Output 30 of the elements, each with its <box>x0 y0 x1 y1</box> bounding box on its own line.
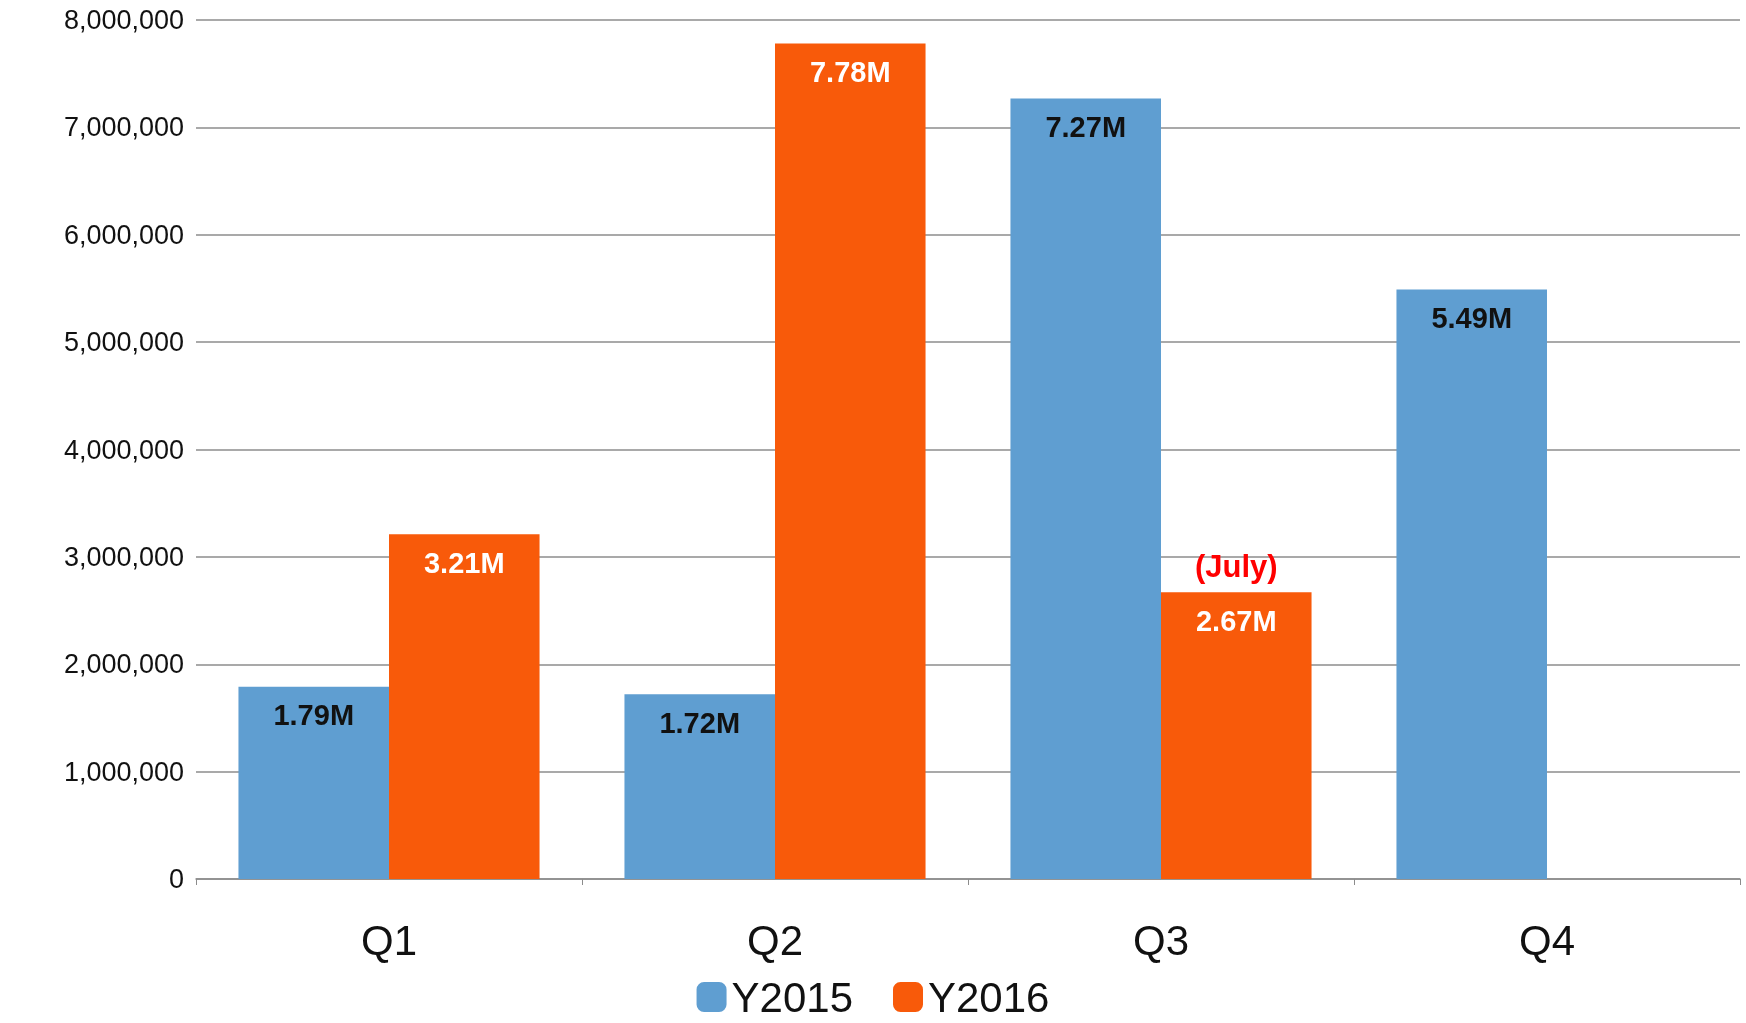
bar <box>775 43 926 879</box>
bar <box>1161 592 1312 879</box>
y-tick-label: 6,000,000 <box>63 219 184 250</box>
bar <box>1396 289 1547 879</box>
bar <box>389 534 540 879</box>
x-tick-label: Q4 <box>1518 916 1576 964</box>
x-tick-label: Q1 <box>360 916 418 964</box>
legend-label: Y2015 <box>731 973 854 1021</box>
y-tick-label: 8,000,000 <box>63 5 184 35</box>
y-tick-label: 0 <box>168 864 184 894</box>
y-tick-label: 1,000,000 <box>63 756 184 787</box>
x-tick-label: Q3 <box>1132 916 1190 964</box>
y-tick-label: 2,000,000 <box>63 649 184 680</box>
y-tick-label: 5,000,000 <box>63 327 184 358</box>
y-tick-label: 7,000,000 <box>63 112 184 143</box>
data-label: 7.78M <box>809 56 891 89</box>
bar <box>238 686 389 879</box>
data-label: 1.79M <box>273 699 355 732</box>
x-tick-label: Q2 <box>746 916 804 964</box>
data-label: 7.27M <box>1045 110 1127 143</box>
legend-label: Y2016 <box>928 973 1050 1021</box>
bar <box>1010 98 1161 879</box>
data-label: 3.21M <box>423 546 505 579</box>
y-tick-label: 4,000,000 <box>63 434 184 465</box>
bar <box>624 694 775 879</box>
data-label: 1.72M <box>659 706 741 739</box>
data-label: 5.49M <box>1431 302 1513 335</box>
y-tick-label: 3,000,000 <box>63 541 184 572</box>
annotation: (July) <box>1194 549 1278 585</box>
data-label: 2.67M <box>1195 604 1277 637</box>
